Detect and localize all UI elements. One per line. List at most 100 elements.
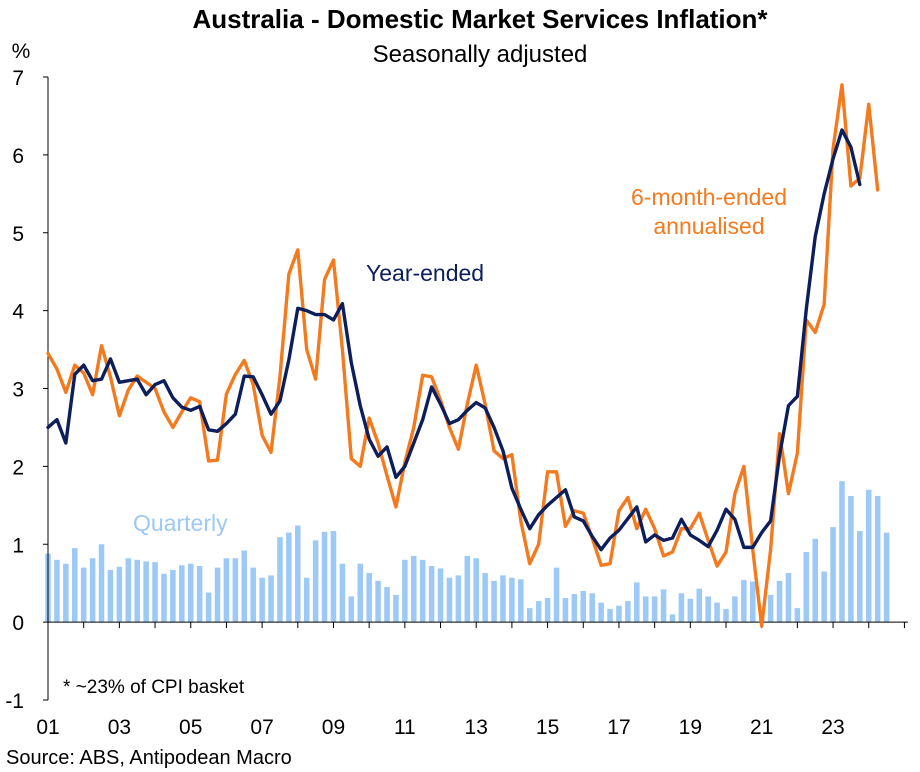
bar-quarterly-76 [723,608,729,623]
bar-quarterly-92 [865,489,872,623]
x-tick-label-10: 21 [750,716,773,739]
bar-quarterly-70 [669,614,676,623]
y-tick-label-0: -1 [5,690,24,713]
bar-quarterly-16 [187,563,194,623]
bar-quarterly-55 [535,601,542,623]
bar-quarterly-22 [241,550,248,623]
bar-quarterly-36 [366,573,372,623]
bar-quarterly-73 [696,588,703,623]
bar-quarterly-93 [874,495,881,623]
bar-quarterly-79 [750,581,756,623]
bar-quarterly-67 [642,596,649,623]
bar-quarterly-40 [402,559,408,623]
annotation-quarterly: Quarterly [133,510,228,536]
bar-quarterly-28 [295,525,301,623]
bar-quarterly-8 [116,566,123,623]
bar-quarterly-69 [660,589,667,623]
bar-quarterly-29 [303,577,310,623]
bar-quarterly-49 [482,573,488,623]
chart-subtitle: Seasonally adjusted [373,41,588,68]
bar-quarterly-66 [634,582,640,623]
bar-quarterly-61 [589,593,595,623]
x-tick-label-4: 09 [322,716,345,739]
bar-quarterly-65 [625,601,631,623]
x-tick-label-0: 01 [36,716,59,739]
y-axis-unit: % [12,40,31,63]
quarterly-bars [45,481,890,623]
bar-quarterly-91 [857,531,863,623]
x-tick-label-9: 19 [679,716,702,739]
y-tick-label-7: 6 [12,145,24,168]
bar-quarterly-1 [54,559,60,623]
bar-quarterly-82 [776,580,783,623]
x-tick-label-5: 11 [394,716,416,739]
bar-quarterly-37 [375,580,381,623]
bar-quarterly-52 [509,577,515,623]
x-tick-label-7: 15 [536,716,559,739]
bar-quarterly-44 [437,568,444,623]
bar-quarterly-12 [152,562,158,623]
bar-quarterly-35 [357,563,364,623]
y-tick-label-5: 4 [12,301,24,324]
bar-quarterly-94 [883,532,890,623]
bar-quarterly-34 [348,596,355,623]
bar-quarterly-89 [839,481,845,623]
y-tick-label-2: 1 [12,534,24,557]
bar-quarterly-85 [803,552,810,623]
series-lines [46,83,880,628]
bar-quarterly-51 [500,575,506,623]
source-note: Source: ABS, Antipodean Macro [6,747,292,769]
bar-quarterly-38 [384,587,390,623]
bar-quarterly-46 [455,575,462,623]
x-tick-label-2: 05 [179,716,202,739]
line-series-year-ended [46,128,862,552]
bar-quarterly-14 [170,569,176,623]
bar-quarterly-75 [714,602,720,623]
bar-quarterly-26 [277,537,283,623]
bar-quarterly-63 [607,608,613,623]
bar-quarterly-84 [794,608,801,623]
bar-quarterly-9 [125,558,132,623]
bar-quarterly-88 [830,527,836,623]
bar-quarterly-11 [143,561,149,623]
y-tick-label-8: 7 [12,67,24,90]
bar-quarterly-27 [286,532,292,623]
bar-quarterly-71 [678,593,685,623]
bar-quarterly-74 [705,596,711,623]
bar-quarterly-19 [214,567,221,623]
y-tick-label-6: 5 [12,223,24,246]
bar-quarterly-48 [473,558,479,623]
bar-quarterly-78 [741,580,747,623]
line-series-six-month-annualised [46,83,880,628]
bar-quarterly-31 [321,531,328,623]
bar-quarterly-45 [446,577,453,623]
bar-quarterly-3 [72,548,78,623]
bar-quarterly-43 [428,566,435,623]
bar-quarterly-81 [767,594,774,623]
annotation-six-month-line1: 6-month-ended [631,184,787,210]
bar-quarterly-17 [196,566,203,623]
bar-quarterly-59 [571,594,578,623]
bar-quarterly-39 [393,594,399,623]
x-tick-label-6: 13 [465,716,488,739]
bar-quarterly-6 [98,544,105,623]
bar-quarterly-72 [687,598,694,623]
bar-quarterly-7 [107,569,114,623]
bar-quarterly-30 [312,540,319,623]
bar-quarterly-68 [651,596,658,623]
bar-quarterly-33 [339,563,346,623]
x-tick-label-8: 17 [607,716,630,739]
bar-quarterly-25 [268,575,274,623]
annotation-six-month-line2: annualised [653,213,764,239]
bar-quarterly-56 [544,597,551,623]
x-tick-label-3: 07 [250,716,273,739]
bar-quarterly-5 [89,558,96,623]
bar-quarterly-60 [580,590,587,623]
bar-quarterly-58 [562,597,569,623]
bar-quarterly-10 [134,559,140,623]
bar-quarterly-77 [732,596,738,623]
bar-quarterly-86 [812,538,818,623]
